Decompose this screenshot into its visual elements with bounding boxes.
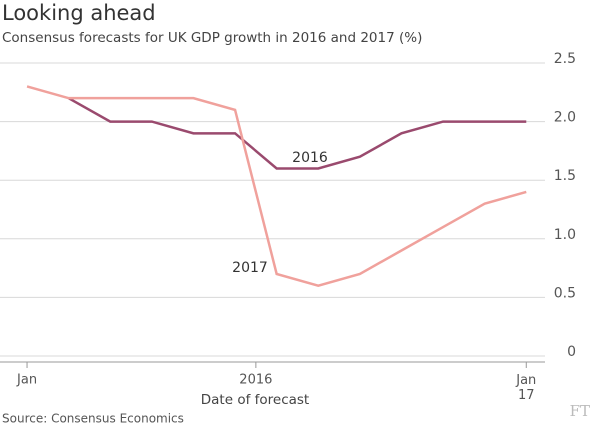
x-tick-label: Jan <box>16 373 37 388</box>
x-axis-label: Date of forecast <box>201 392 309 408</box>
chart-title: Looking ahead <box>2 1 156 25</box>
logo: FT <box>570 402 590 420</box>
y-tick-label: 2.0 <box>554 110 576 126</box>
chart-subtitle: Consensus forecasts for UK GDP growth in… <box>2 30 422 46</box>
x-tick-label: 2016 <box>239 373 272 388</box>
series-line <box>68 97 527 170</box>
series-label: 2016 <box>292 150 328 166</box>
series-line <box>26 85 527 287</box>
y-tick-label: 2.5 <box>554 51 576 67</box>
series-label: 2017 <box>232 260 268 276</box>
y-tick-label: 1.0 <box>554 227 576 243</box>
y-tick-label: 0.5 <box>554 285 576 301</box>
y-tick-label: 0 <box>567 344 576 360</box>
x-tick-label: Jan 17 <box>515 373 536 403</box>
source: Source: Consensus Economics <box>2 412 184 426</box>
y-tick-label: 1.5 <box>554 168 576 184</box>
